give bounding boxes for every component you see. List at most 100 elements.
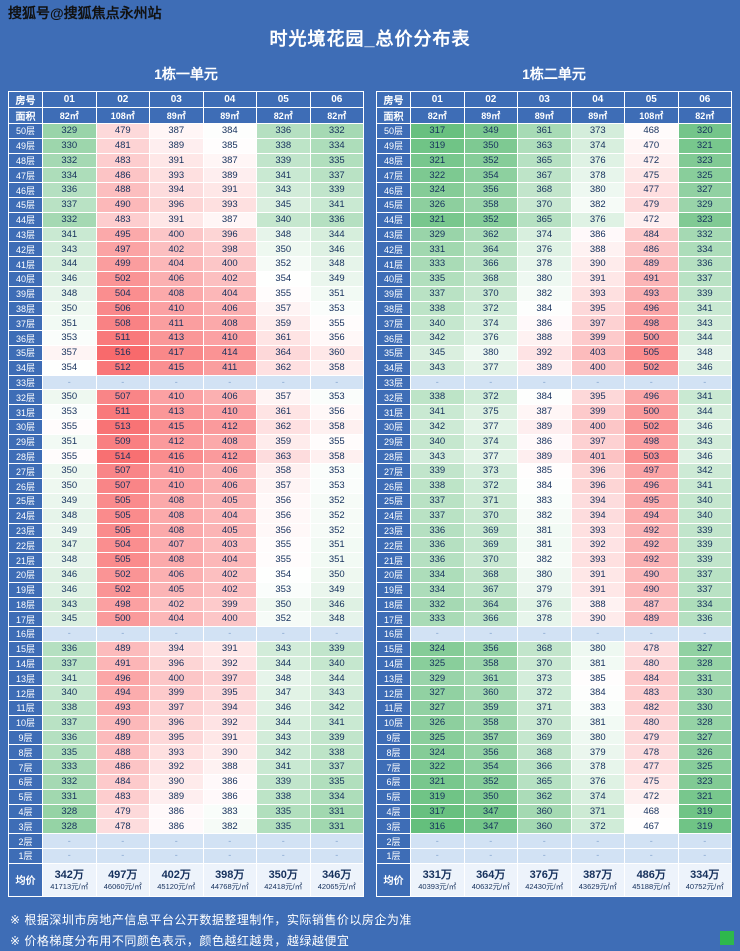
price-cell: 356	[309, 330, 364, 346]
price-cell: 317	[410, 803, 465, 820]
price-cell: 478	[95, 818, 150, 835]
table-subtitle-unit2: 1栋二单元	[522, 66, 586, 82]
price-cell: 343	[42, 241, 97, 258]
price-cell: 400	[149, 226, 204, 243]
floor-label: 1层	[376, 848, 411, 864]
floor-label: 16层	[8, 626, 43, 642]
floor-label: 49层	[376, 137, 411, 154]
price-cell: 403	[570, 344, 625, 361]
floor-label: 18层	[8, 596, 43, 613]
price-cell: 343	[410, 448, 465, 465]
price-cell: 386	[202, 788, 257, 805]
price-cell: 357	[256, 300, 311, 317]
price-cell: 355	[256, 552, 311, 568]
price-cell: 339	[256, 152, 311, 169]
price-cell: 357	[42, 344, 97, 361]
unit-area: 82㎡	[677, 107, 732, 124]
price-cell: 477	[624, 182, 679, 198]
price-cell: 468	[624, 803, 679, 820]
price-cell: 400	[202, 611, 257, 628]
price-cell: 499	[95, 256, 150, 272]
price-cell: 342	[256, 744, 311, 761]
price-cell: 355	[256, 537, 311, 554]
price-cell: 338	[309, 744, 364, 761]
price-cell: 412	[202, 448, 257, 465]
price-cell: 406	[149, 566, 204, 583]
price-table-unit1: 房号 01 02 03 04 05 06 面积 82㎡ 108㎡ 89㎡ 89㎡ 82㎡ 82㎡ 50层 32…	[8, 91, 364, 897]
price-cell: 358	[463, 714, 518, 731]
price-cell: 368	[517, 744, 572, 761]
floor-label: 8层	[376, 744, 411, 761]
floor-row: 16层 - - - - - -	[376, 626, 732, 642]
price-cell: 328	[42, 803, 97, 820]
price-cell: 352	[256, 611, 311, 628]
price-cell: 350	[463, 788, 518, 805]
price-cell: 339	[677, 552, 732, 568]
price-cell: 373	[570, 123, 625, 139]
unit-area: 82㎡	[410, 107, 465, 124]
floor-row: 21层 336 370 382 393 492 339	[376, 552, 732, 568]
price-cell: 378	[570, 167, 625, 184]
floor-label: 30层	[376, 418, 411, 435]
empty-cell: -	[149, 833, 204, 850]
price-cell: 502	[624, 359, 679, 376]
floor-row: 19层 334 367 379 391 490 337	[376, 581, 732, 598]
price-cell: 358	[463, 196, 518, 213]
price-cell: 335	[256, 803, 311, 820]
floor-row: 43层 329 362 374 386 484 332	[376, 226, 732, 243]
price-cell: 355	[256, 285, 311, 302]
price-cell: 482	[624, 700, 679, 716]
price-cell: 327	[677, 729, 732, 746]
price-cell: 368	[517, 640, 572, 657]
price-cell: 389	[149, 137, 204, 154]
floor-label: 27层	[376, 463, 411, 480]
empty-cell: -	[42, 626, 97, 642]
price-cell: 356	[256, 492, 311, 509]
price-cell: 371	[517, 700, 572, 716]
price-cell: 333	[410, 611, 465, 628]
floor-row: 8层 324 356 368 379 478 326	[376, 744, 732, 761]
price-cell: 491	[95, 655, 150, 672]
price-cell: 352	[309, 492, 364, 509]
average-cell: 486万 45188元/㎡	[624, 862, 679, 897]
floor-row: 47层 334 486 393 389 341 337	[8, 167, 364, 184]
empty-cell: -	[677, 848, 732, 864]
price-cell: 343	[410, 359, 465, 376]
price-cell: 495	[624, 492, 679, 509]
price-cell: 394	[149, 182, 204, 198]
price-cell: 341	[42, 670, 97, 687]
price-cell: 498	[95, 596, 150, 613]
price-cell: 402	[202, 581, 257, 598]
price-cell: 484	[95, 774, 150, 790]
price-cell: 389	[517, 418, 572, 435]
price-cell: 379	[570, 744, 625, 761]
price-cell: 490	[95, 714, 150, 731]
floor-label: 28层	[8, 448, 43, 465]
floor-row: 48层 321 352 365 376 472 323	[376, 152, 732, 169]
price-cell: 348	[42, 552, 97, 568]
floor-label: 38层	[8, 300, 43, 317]
floor-row: 36层 353 511 413 410 361 356	[8, 330, 364, 346]
price-cell: 348	[677, 344, 732, 361]
price-cell: 337	[42, 714, 97, 731]
floor-row: 27层 339 373 385 396 497 342	[376, 463, 732, 480]
price-cell: 335	[256, 818, 311, 835]
empty-cell: -	[624, 626, 679, 642]
floor-label: 6层	[8, 774, 43, 790]
price-cell: 345	[410, 344, 465, 361]
price-cell: 500	[624, 404, 679, 420]
empty-cell: -	[677, 374, 732, 391]
price-cell: 374	[463, 433, 518, 450]
floor-row: 37层 340 374 386 397 498 343	[376, 315, 732, 332]
price-cell: 480	[624, 655, 679, 672]
floor-row: 27层 350 507 410 406 358 353	[8, 463, 364, 480]
price-cell: 392	[202, 714, 257, 731]
price-cell: 386	[517, 315, 572, 332]
empty-cell: -	[202, 626, 257, 642]
watermark: 搜狐号@搜狐焦点永州站	[8, 5, 162, 21]
price-cell: 496	[624, 478, 679, 494]
price-cell: 341	[677, 478, 732, 494]
price-cell: 400	[570, 418, 625, 435]
floor-row: 13层 341 496 400 397 348 344	[8, 670, 364, 687]
price-cell: 347	[42, 537, 97, 554]
